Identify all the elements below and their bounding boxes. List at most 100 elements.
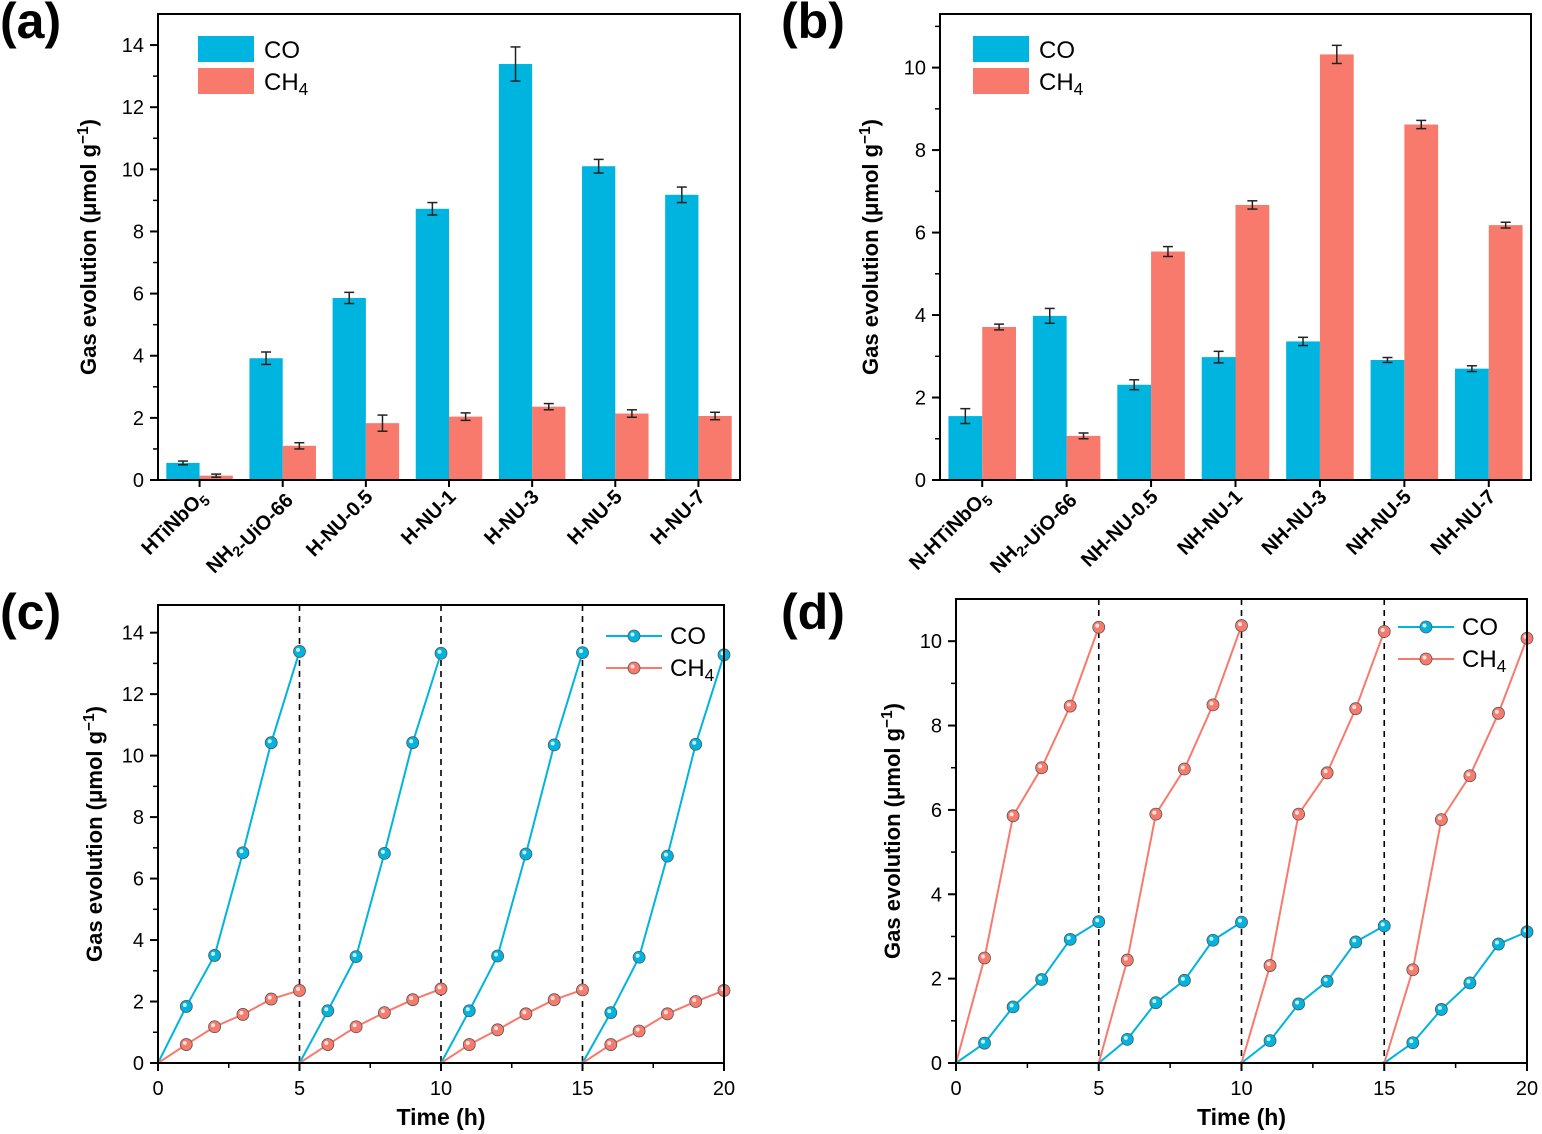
point-co-1-5 [1092, 915, 1106, 929]
point-co-4-2 [1434, 1003, 1448, 1016]
x-tick-label: NH-NU-5 [1342, 486, 1416, 560]
point-ch4-2-4-highlight [409, 996, 414, 1001]
bar-co-3 [415, 208, 449, 480]
panel-label-a: (a) [0, 0, 62, 49]
point-co-1-5-highlight [296, 647, 300, 652]
line-co-cycle-2 [1098, 921, 1243, 1064]
point-ch4-2-2 [1149, 807, 1163, 821]
x-tick-label: HTiNbO5 [138, 486, 214, 562]
y-tick-label: 8 [915, 140, 926, 162]
point-co-2-2-highlight [1152, 999, 1157, 1004]
x-tick-label: H-NU-3 [480, 486, 543, 549]
point-co-3-3-highlight [1323, 977, 1328, 982]
bar-ch4-0 [982, 327, 1016, 480]
y-tick-label: 8 [931, 716, 942, 738]
point-ch4-4-1 [1406, 963, 1420, 977]
point-ch4-2-5 [434, 982, 448, 996]
point-ch4-1-2-highlight [1009, 812, 1014, 817]
x-tick-label: 0 [950, 1078, 961, 1100]
point-co-3-5 [576, 646, 589, 660]
legend-label-co: CO [1462, 614, 1498, 641]
point-co-1-2 [1006, 1000, 1020, 1014]
line-co-cycle-1 [157, 651, 301, 1064]
y-tick-label: 2 [931, 969, 942, 991]
y-tick-label: 14 [122, 35, 144, 57]
legend-label-ch4: CH4 [1039, 69, 1084, 99]
line-ch4-cycle-2 [1097, 625, 1243, 1064]
legend-swatch-ch4 [198, 68, 254, 94]
point-co-2-5 [1235, 915, 1248, 929]
bar-co-6 [665, 194, 699, 481]
bar-co-4 [498, 64, 533, 480]
bar-ch4-1 [282, 445, 316, 480]
point-ch4-3-5 [576, 983, 589, 997]
line-co-cycle-2 [298, 652, 442, 1064]
point-co-4-1-highlight [1409, 1039, 1414, 1044]
point-ch4-2-2-highlight [1152, 810, 1157, 815]
point-ch4-1-2 [208, 1020, 222, 1034]
panel-label-b: (b) [781, 0, 845, 49]
point-ch4-3-3-highlight [1323, 769, 1328, 774]
point-ch4-4-3 [661, 1007, 674, 1021]
bar-co-2 [332, 297, 366, 480]
y-tick-label: 6 [133, 284, 144, 306]
point-ch4-1-4 [1063, 699, 1077, 713]
point-co-3-1-highlight [465, 1007, 470, 1012]
y-tick-label: 8 [133, 807, 144, 829]
line-ch4-cycle-2 [298, 987, 442, 1064]
x-tick-label: N-HTiNbO5 [905, 486, 996, 577]
point-ch4-2-5-highlight [1238, 622, 1242, 627]
x-tick-label: NH-NU-7 [1427, 486, 1501, 560]
bar-ch4-2 [365, 423, 400, 480]
point-ch4-3-5-highlight [1380, 627, 1385, 632]
line-chart-d: 0 2 4 6 8 10 Gas evolution (μmol g−1) 0 5 10 15 20 T… [879, 598, 1538, 1130]
point-ch4-2-3-highlight [1180, 765, 1185, 770]
point-ch4-2-1 [1120, 953, 1134, 967]
point-co-2-1 [321, 1004, 335, 1018]
point-ch4-3-2 [1292, 807, 1305, 821]
point-co-1-4-highlight [1066, 935, 1071, 940]
line-co-cycle-3 [440, 652, 584, 1064]
line-chart-c: 0 2 4 6 8 10 12 14 Gas evolution (μmol g−1) 0 5 10 1… [81, 604, 735, 1130]
y-tick-label: 4 [931, 884, 942, 906]
y-tick-label: 4 [133, 930, 144, 952]
bar-ch4-2 [1151, 251, 1185, 480]
point-ch4-4-1-highlight [607, 1041, 612, 1046]
point-ch4-3-1-highlight [1266, 962, 1271, 967]
point-ch4-2-3-highlight [380, 1009, 385, 1014]
point-co-1-4 [264, 736, 278, 750]
point-ch4-2-1-highlight [1123, 956, 1128, 961]
point-co-4-1-highlight [607, 1009, 612, 1014]
point-ch4-1-5 [293, 984, 306, 997]
point-ch4-4-2 [1434, 813, 1448, 827]
point-co-2-2 [1149, 996, 1163, 1010]
y-tick-label: 6 [133, 869, 144, 891]
bar-co-6 [1455, 368, 1489, 480]
point-co-2-4 [406, 736, 420, 750]
y-tick-label: 0 [133, 1053, 144, 1075]
point-ch4-2-4 [406, 993, 420, 1007]
point-ch4-2-1 [321, 1038, 335, 1051]
legend-swatch-co [198, 36, 254, 62]
point-co-2-5 [434, 646, 448, 660]
point-co-2-1 [1120, 1032, 1134, 1046]
point-co-3-5-highlight [579, 649, 583, 654]
y-tick-label: 12 [122, 97, 144, 119]
x-axis-label: Time (h) [396, 1104, 485, 1130]
y-tick-label: 10 [904, 58, 926, 80]
point-ch4-1-1 [978, 951, 991, 965]
point-co-1-2-highlight [1009, 1003, 1014, 1008]
y-tick-label: 4 [133, 346, 144, 368]
bar-chart-b: 0 2 4 6 8 10 Gas evolution (μmol g−1) N-HTiNbO5… [857, 13, 1532, 578]
panel-label-c: (c) [0, 584, 62, 640]
x-tick-label: 5 [1093, 1078, 1104, 1100]
legend-label-ch4: CH4 [670, 655, 715, 685]
point-co-4-4 [689, 737, 703, 751]
y-tick-label: 2 [133, 992, 144, 1014]
point-ch4-4-2 [632, 1024, 646, 1038]
point-co-2-4-highlight [409, 739, 414, 744]
x-tick-label: NH-NU-1 [1173, 486, 1247, 560]
point-co-4-3-highlight [1466, 979, 1471, 984]
point-ch4-4-3-highlight [1466, 772, 1471, 777]
point-ch4-2-3 [1177, 762, 1191, 776]
